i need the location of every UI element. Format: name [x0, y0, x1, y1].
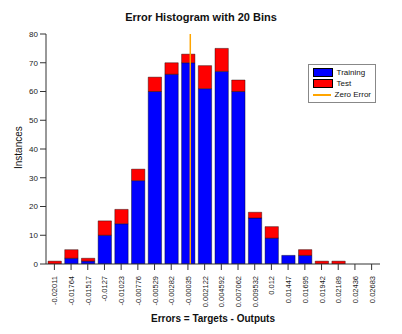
svg-text:-0.00776: -0.00776: [134, 276, 143, 306]
svg-text:0.02683: 0.02683: [368, 276, 377, 303]
svg-text:-0.02011: -0.02011: [50, 276, 59, 305]
svg-text:60: 60: [29, 87, 38, 96]
svg-text:-0.00035: -0.00035: [184, 276, 193, 306]
svg-text:-0.01517: -0.01517: [84, 276, 93, 306]
svg-text:70: 70: [29, 59, 38, 68]
svg-text:0.004592: 0.004592: [217, 276, 226, 307]
svg-text:20: 20: [29, 202, 38, 211]
svg-text:0.01447: 0.01447: [284, 276, 293, 303]
svg-text:40: 40: [29, 145, 38, 154]
svg-text:0.007062: 0.007062: [234, 276, 243, 307]
svg-text:80: 80: [29, 30, 38, 39]
html-text:Training: Training: [336, 68, 366, 77]
svg-text:0.002122: 0.002122: [201, 276, 210, 307]
svg-text:-0.01764: -0.01764: [67, 276, 76, 306]
svg-text:0.02189: 0.02189: [334, 276, 343, 303]
html-text:Error Histogram with 20 Bins: Error Histogram with 20 Bins: [125, 11, 277, 23]
svg-text:0.009532: 0.009532: [251, 276, 260, 307]
svg-text:Instances: Instances: [13, 126, 24, 169]
svg-text:0: 0: [34, 260, 39, 269]
svg-text:0.012: 0.012: [267, 276, 276, 295]
svg-text:Errors = Targets - Outputs: Errors = Targets - Outputs: [151, 313, 275, 324]
svg-text:50: 50: [29, 116, 38, 125]
svg-text:-0.01023: -0.01023: [117, 276, 126, 306]
svg-text:-0.00529: -0.00529: [151, 276, 160, 306]
svg-text:0.01695: 0.01695: [301, 276, 310, 303]
svg-text:10: 10: [29, 231, 38, 240]
svg-text:0.01942: 0.01942: [318, 276, 327, 303]
html-text:Test: Test: [336, 79, 352, 88]
svg-text:0.02436: 0.02436: [351, 276, 360, 303]
svg-text:-0.0127: -0.0127: [100, 276, 109, 301]
html-text:Zero Error: Zero Error: [334, 90, 371, 99]
svg-text:30: 30: [29, 174, 38, 183]
svg-text:-0.00282: -0.00282: [167, 276, 176, 306]
